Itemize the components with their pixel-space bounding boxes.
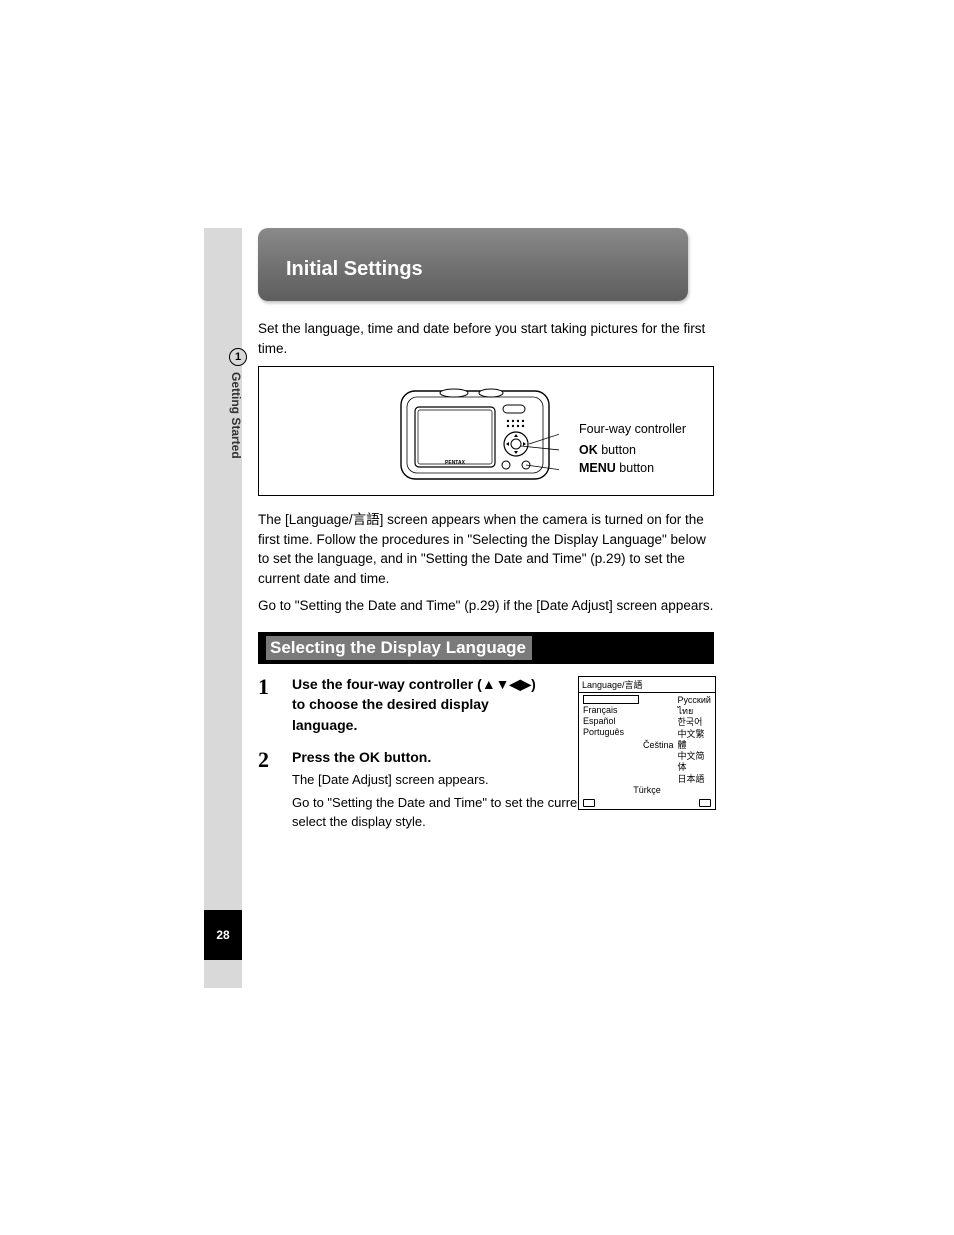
lang-col-2: Čeština — [643, 695, 674, 785]
ok-rest: button — [598, 443, 636, 457]
page-number-box: 28 — [204, 910, 242, 960]
language-screen-illustration: Language/言語 Français Español Português — [578, 676, 716, 810]
lang-item: 中文简体 — [678, 751, 711, 774]
section-heading-bar: Selecting the Display Language — [258, 632, 714, 664]
lang-item: 日本語 — [678, 774, 711, 785]
lang-item: ไทย — [678, 706, 711, 717]
paragraph-2: Go to "Setting the Date and Time" (p.29)… — [258, 596, 714, 616]
step-2-title-a: Press the — [292, 749, 359, 765]
step-2-ok: OK — [359, 749, 380, 765]
chapter-number: 1 — [235, 351, 241, 363]
callout-menu-button: MENU button — [579, 461, 654, 475]
camera-brand-label: PENTAX — [445, 460, 466, 466]
lang-col-1: Français Español Português — [583, 695, 639, 785]
step-1-title-a: Use the four-way controller ( — [292, 676, 482, 692]
lang-item: Русский — [678, 695, 711, 706]
menu-rest: button — [616, 461, 654, 475]
ok-icon — [699, 799, 711, 807]
lang-selected-box — [583, 695, 639, 704]
lang-item: Español — [583, 716, 639, 727]
lang-col-3: Русский ไทย 한국어 中文繁體 中文简体 日本語 — [678, 695, 711, 785]
ok-bold: OK — [579, 443, 598, 457]
callout-four-way: Four-way controller — [579, 422, 686, 436]
steps-block: Language/言語 Français Español Português — [258, 674, 714, 832]
section-heading: Selecting the Display Language — [266, 636, 532, 660]
page-number: 28 — [216, 928, 229, 942]
chapter-label: Getting Started — [229, 372, 243, 459]
lang-item: Čeština — [643, 740, 674, 751]
lang-item: Français — [583, 705, 639, 716]
lang-screen-footer — [579, 798, 715, 809]
page-title-text: Initial Settings — [286, 258, 423, 280]
camera-diagram: PENTAX Four-way controlle — [258, 366, 714, 496]
menu-icon — [583, 799, 595, 807]
paragraph-1: The [Language/言語] screen appears when th… — [258, 510, 714, 588]
lang-screen-body: Français Español Português Čeština Русск… — [579, 693, 715, 798]
manual-page: 28 1 Getting Started Initial Settings Se… — [0, 0, 954, 1235]
arrow-icons: ▲▼◀▶ — [482, 676, 531, 692]
lang-item: 한국어 — [678, 717, 711, 728]
callout-four-way-text: Four-way controller — [579, 422, 686, 436]
lang-center-item: Türkçe — [583, 785, 711, 796]
callout-ok-button: OK button — [579, 443, 636, 457]
page-title: Initial Settings — [258, 228, 688, 301]
intro-paragraph: Set the language, time and date before y… — [258, 319, 714, 358]
chapter-number-badge: 1 — [229, 348, 247, 366]
step-number: 1 — [258, 674, 278, 735]
camera-illustration: PENTAX — [399, 381, 559, 486]
lang-item: 中文繁體 — [678, 729, 711, 752]
content-area: Initial Settings Set the language, time … — [258, 228, 714, 844]
lang-item: Português — [583, 727, 639, 738]
step-1-title: Use the four-way controller (▲▼◀▶) to ch… — [292, 674, 552, 735]
step-2-title-b: button. — [380, 749, 431, 765]
step-number: 2 — [258, 747, 278, 832]
menu-bold: MENU — [579, 461, 616, 475]
lang-screen-header: Language/言語 — [579, 677, 715, 693]
side-strip — [204, 228, 242, 988]
